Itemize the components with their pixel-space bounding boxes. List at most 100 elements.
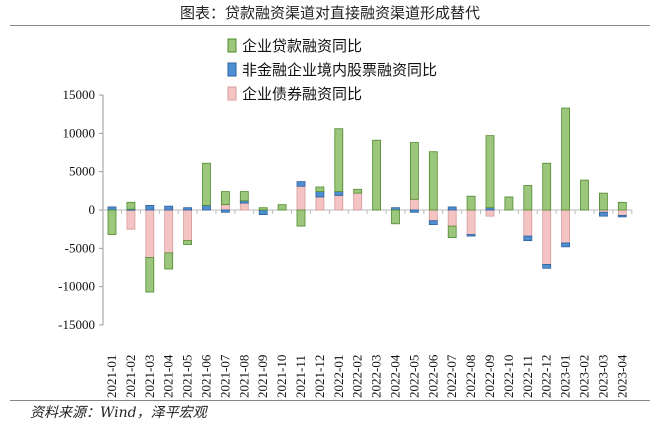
x-tick-label: 2021-03 [142,355,157,398]
bar-equity [409,209,419,213]
bar-loan [523,185,533,211]
x-tick-label: 2021-08 [236,355,251,398]
bar-loan [447,225,457,239]
bar-loan [334,128,344,193]
source-note: 资料来源：Wind，泽平宏观 [30,405,207,421]
bar-loan [561,107,570,211]
bar-loan [126,201,136,210]
bar-loan [296,209,306,227]
bar-loan [409,142,419,200]
bar-loan [353,188,363,194]
bar-equity [617,214,627,218]
legend-label: 企业贷款融资同比 [242,37,362,55]
bar-bond [447,209,457,227]
x-tick-label: 2021-01 [104,355,119,398]
x-tick-label: 2021-11 [293,355,308,398]
bar-bond [523,209,533,237]
bar-loan [542,162,552,211]
x-tick-label: 2022-02 [350,355,365,398]
bar-bond [126,209,136,230]
legend-swatch [227,38,237,53]
legend-label: 企业债券融资同比 [242,85,362,103]
bar-equity [220,209,230,213]
x-tick-label: 2021-09 [255,355,270,398]
bar-equity [561,242,570,248]
x-tick-label: 2022-12 [539,355,554,398]
bar-loan [258,207,268,211]
x-tick-label: 2022-09 [482,355,497,398]
x-tick-label: 2022-01 [331,355,346,398]
bar-equity [466,234,476,237]
x-tick-label: 2021-04 [161,354,176,398]
bar-loan [617,201,627,211]
bar-loan [277,204,287,211]
bar-bond [145,209,155,258]
title-divider [10,25,650,26]
bar-equity [599,211,608,217]
bar-bond [353,192,363,211]
bar-equity [164,205,174,211]
bar-bond [409,198,419,211]
bar-equity [202,204,211,211]
y-tick-label: -10000 [58,279,95,294]
x-tick-label: 2022-07 [444,354,459,398]
bar-loan [599,192,608,211]
x-tick-label: 2023-03 [595,355,610,398]
bar-equity [296,181,306,187]
bar-loan [220,191,230,206]
bar-loan [485,135,495,209]
bar-equity [107,206,117,211]
x-tick-label: 2021-07 [217,354,232,398]
bar-loan [466,195,476,211]
bar-equity [447,206,457,211]
chart-title: 图表：贷款融资渠道对直接融资渠道形成替代 [179,4,480,22]
bar-loan [239,191,249,202]
legend-swatch [227,86,237,101]
bar-equity [542,264,552,269]
bar-bond [542,209,552,265]
legend-label: 非金融企业境内股票融资同比 [242,61,437,79]
bar-bond [315,196,325,211]
bar-loan [428,151,438,211]
bar-equity [145,204,155,211]
x-tick-label: 2022-11 [520,355,535,398]
x-tick-label: 2022-10 [501,355,516,398]
bar-equity [183,207,193,211]
bar-loan [504,196,514,211]
bar-loan [315,186,325,192]
x-tick-label: 2023-04 [614,354,629,398]
x-tick-label: 2022-03 [369,355,384,398]
bar-equity [258,209,268,215]
bar-equity [428,220,438,225]
bar-loan [202,162,211,206]
bar-loan [391,209,400,225]
y-tick-label: 10000 [63,125,96,140]
legend-swatch [227,62,237,77]
bar-loan [580,179,589,211]
bar-bond [183,209,193,242]
y-tick-label: -15000 [58,317,95,332]
x-tick-label: 2022-05 [406,355,421,398]
bar-bond [334,195,344,211]
bar-equity [523,235,533,242]
y-tick-label: 5000 [69,164,95,179]
bar-bond [485,209,495,217]
bar-bond [220,204,230,211]
x-tick-label: 2021-10 [274,355,289,398]
source-divider [10,400,650,401]
bar-bond [296,185,306,211]
y-tick-label: -5000 [65,240,95,255]
bar-bond [466,209,476,235]
x-tick-label: 2021-06 [199,354,214,398]
bar-bond [164,209,174,254]
x-tick-label: 2023-01 [558,355,573,398]
x-tick-label: 2022-06 [425,354,440,398]
bar-bond [239,202,249,211]
bar-equity [315,191,325,198]
bar-loan [372,139,382,211]
x-tick-label: 2021-02 [123,355,138,398]
bar-bond [561,209,570,244]
x-tick-label: 2021-12 [312,355,327,398]
